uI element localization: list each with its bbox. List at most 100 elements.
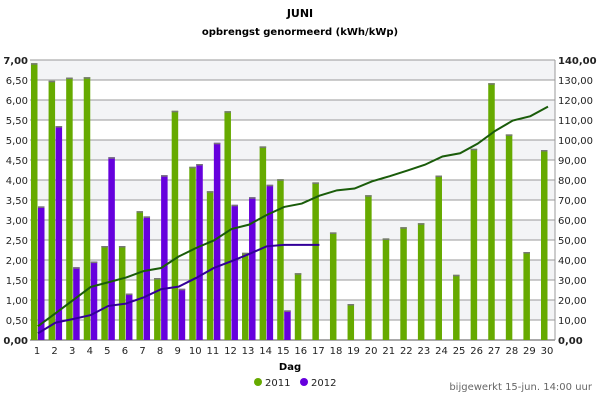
x-tick-label: 27	[488, 346, 501, 357]
bar-cap	[90, 261, 98, 264]
bar-cap	[488, 83, 495, 85]
bar-cap	[38, 206, 45, 208]
bar-cap	[249, 197, 256, 199]
updated-timestamp: bijgewerkt 15-jun. 14:00 uur	[449, 382, 593, 393]
x-axis-ticks: 1 2 3 4 5 6 7 8 9 10 11 12 13 14 15 16 17 18 19 20 21 22 23 24 2…	[34, 346, 554, 357]
x-tick-label: 15	[277, 346, 290, 357]
bar-2011-day-10	[189, 166, 196, 340]
bar-2012-day-8	[161, 175, 168, 340]
left-tick-label: 6,00	[6, 96, 28, 107]
bar-cap	[453, 274, 460, 277]
bar-cap	[505, 134, 513, 136]
right-tick-label: 20,00	[558, 296, 587, 307]
bar-cap	[118, 246, 126, 248]
bar-cap	[108, 157, 115, 159]
bar-cap	[312, 182, 319, 184]
bar-cap	[224, 111, 231, 113]
x-tick-label: 18	[330, 346, 343, 357]
bar-cap	[178, 288, 186, 291]
legend-label-2012: 2012	[311, 378, 336, 389]
plot-band	[30, 100, 555, 120]
x-tick-label: 23	[418, 346, 431, 357]
legend-label-2011: 2011	[265, 378, 290, 389]
x-tick-label: 5	[104, 346, 110, 357]
bar-2011-day-16	[294, 273, 302, 340]
right-tick-label: 140,00	[558, 56, 597, 67]
bar-cap	[523, 252, 530, 254]
right-tick-label: 40,00	[558, 256, 587, 267]
x-tick-label: 1	[34, 346, 40, 357]
x-tick-label: 13	[242, 346, 255, 357]
right-tick-label: 70,00	[558, 196, 587, 207]
left-tick-label: 1,00	[6, 296, 28, 307]
bar-2011-day-14	[259, 146, 267, 340]
x-tick-label: 2	[51, 346, 57, 357]
bar-2011-day-23	[417, 223, 425, 340]
chart-subtitle: opbrengst genormeerd (kWh/kWp)	[202, 27, 398, 38]
bar-2011-day-28	[505, 134, 513, 340]
bar-cap	[206, 191, 214, 193]
plot-band	[30, 80, 555, 100]
right-tick-label: 90,00	[558, 156, 587, 167]
bar-cap	[143, 216, 151, 218]
plot-band	[30, 60, 555, 80]
bar-2011-day-20	[365, 195, 372, 340]
bar-2012-day-15	[284, 310, 291, 340]
bar-2011-day-5	[101, 246, 108, 340]
bar-2012-day-7	[143, 216, 151, 340]
bar-cap	[231, 204, 238, 207]
right-tick-label: 50,00	[558, 236, 587, 247]
bar-2011-day-18	[329, 232, 337, 340]
x-tick-label: 20	[365, 346, 378, 357]
bar-2011-day-17	[312, 182, 319, 340]
right-tick-label: 130,00	[558, 76, 593, 87]
right-tick-label: 100,00	[558, 136, 593, 147]
bar-2012-day-6	[125, 293, 133, 340]
left-tick-label: 1,50	[6, 276, 28, 287]
lines	[37, 105, 549, 335]
left-axis-ticks: 0,00 0,50 1,00 1,50 2,00 2,50 3,00 3,50 4,00 4,50…	[3, 56, 28, 347]
bar-cap	[136, 211, 144, 213]
right-tick-label: 110,00	[558, 116, 593, 127]
bar-2011-day-4	[83, 77, 91, 340]
bar-2011-day-25	[453, 274, 460, 340]
bar-cap	[329, 232, 337, 234]
bar-2012-day-12	[231, 204, 238, 340]
left-tick-label: 5,00	[6, 136, 28, 147]
bar-cap	[294, 273, 302, 275]
bar-2012-day-4	[90, 261, 98, 340]
bar-cap	[277, 179, 284, 181]
gridlines	[30, 59, 556, 341]
left-tick-label: 3,00	[6, 216, 28, 227]
bar-2011-day-7	[136, 211, 144, 340]
bar-cap	[213, 142, 221, 145]
bar-2012-day-14	[266, 184, 274, 340]
left-tick-label: 3,50	[6, 196, 28, 207]
left-tick-label: 2,00	[6, 256, 28, 267]
x-axis-label: Dag	[279, 362, 301, 373]
bar-2012-day-5	[108, 157, 115, 340]
bar-cap	[189, 166, 196, 169]
x-tick-label: 29	[523, 346, 536, 357]
right-tick-label: 10,00	[558, 316, 587, 327]
x-tick-label: 28	[505, 346, 518, 357]
x-tick-label: 12	[224, 346, 237, 357]
chart-title: JUNI	[286, 7, 313, 20]
x-tick-label: 11	[206, 346, 219, 357]
x-tick-label: 21	[382, 346, 395, 357]
bar-2011-day-12	[224, 111, 231, 340]
bar-cap	[541, 150, 548, 152]
bar-2012-day-10	[196, 164, 203, 340]
right-tick-label: 0,00	[558, 336, 583, 347]
x-tick-label: 4	[87, 346, 93, 357]
bar-2012-day-9	[178, 288, 186, 340]
bar-cap	[347, 304, 355, 306]
bar-2011-day-22	[400, 227, 407, 340]
left-tick-label: 6,50	[6, 76, 28, 87]
x-tick-label: 10	[189, 346, 202, 357]
bar-2012-day-2	[55, 126, 63, 340]
bar-cap	[365, 195, 372, 197]
bar-cap	[73, 267, 80, 269]
bar-2011-day-2	[48, 80, 56, 341]
